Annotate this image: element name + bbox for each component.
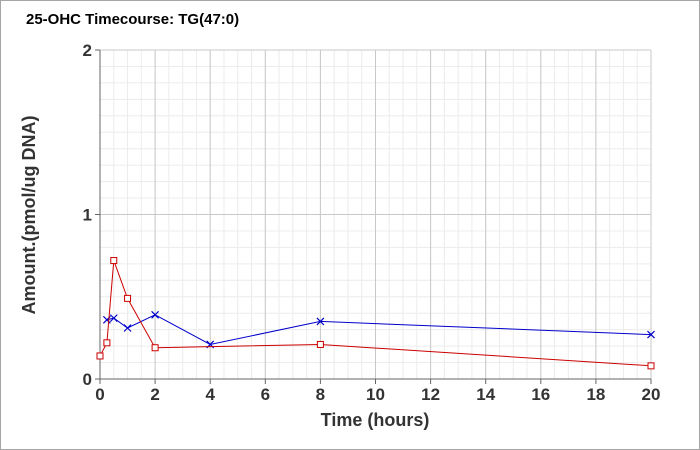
y-tick-label: 0 — [83, 370, 92, 389]
x-tick-label: 8 — [316, 385, 325, 404]
x-tick-label: 0 — [95, 385, 104, 404]
x-tick-label: 2 — [150, 385, 159, 404]
x-tick-label: 16 — [531, 385, 550, 404]
data-point-x — [647, 330, 655, 339]
x-tick-label: 18 — [586, 385, 605, 404]
data-point-square — [124, 294, 132, 302]
data-point-x-stroke — [109, 314, 118, 323]
x-tick-label: 20 — [642, 385, 661, 404]
data-point-x-stroke — [151, 310, 160, 319]
data-point-x — [151, 310, 160, 319]
axes — [95, 49, 652, 384]
data-point-square — [103, 339, 111, 347]
data-point-x-stroke — [123, 324, 132, 332]
y-tick-label: 2 — [83, 41, 92, 60]
x-tick-labels: 0 2 4 6 8 10 12 14 16 18 20 — [95, 385, 660, 404]
y-tick-labels: 0 1 2 — [83, 41, 92, 389]
data-point-x-stroke — [316, 317, 325, 326]
data-point-square — [110, 257, 118, 265]
y-axis-title: Amount.(pmol/ug DNA) — [19, 116, 39, 315]
series-layer — [96, 257, 655, 370]
data-point-square — [96, 352, 104, 360]
data-point-x — [316, 317, 325, 326]
x-axis-title: Time (hours) — [321, 410, 430, 430]
data-point-x-stroke — [647, 330, 655, 339]
data-point-square — [151, 344, 159, 352]
x-tick-label: 4 — [205, 385, 215, 404]
x-tick-label: 14 — [476, 385, 495, 404]
data-point-square — [647, 362, 655, 370]
y-tick-label: 1 — [83, 206, 92, 225]
x-tick-label: 10 — [366, 385, 385, 404]
chart-title: 25-OHC Timecourse: TG(47:0) — [26, 11, 240, 28]
x-tick-label: 6 — [261, 385, 270, 404]
data-point-x — [123, 324, 132, 332]
data-point-square — [316, 340, 324, 348]
data-point-x — [109, 314, 118, 323]
x-tick-label: 12 — [421, 385, 440, 404]
